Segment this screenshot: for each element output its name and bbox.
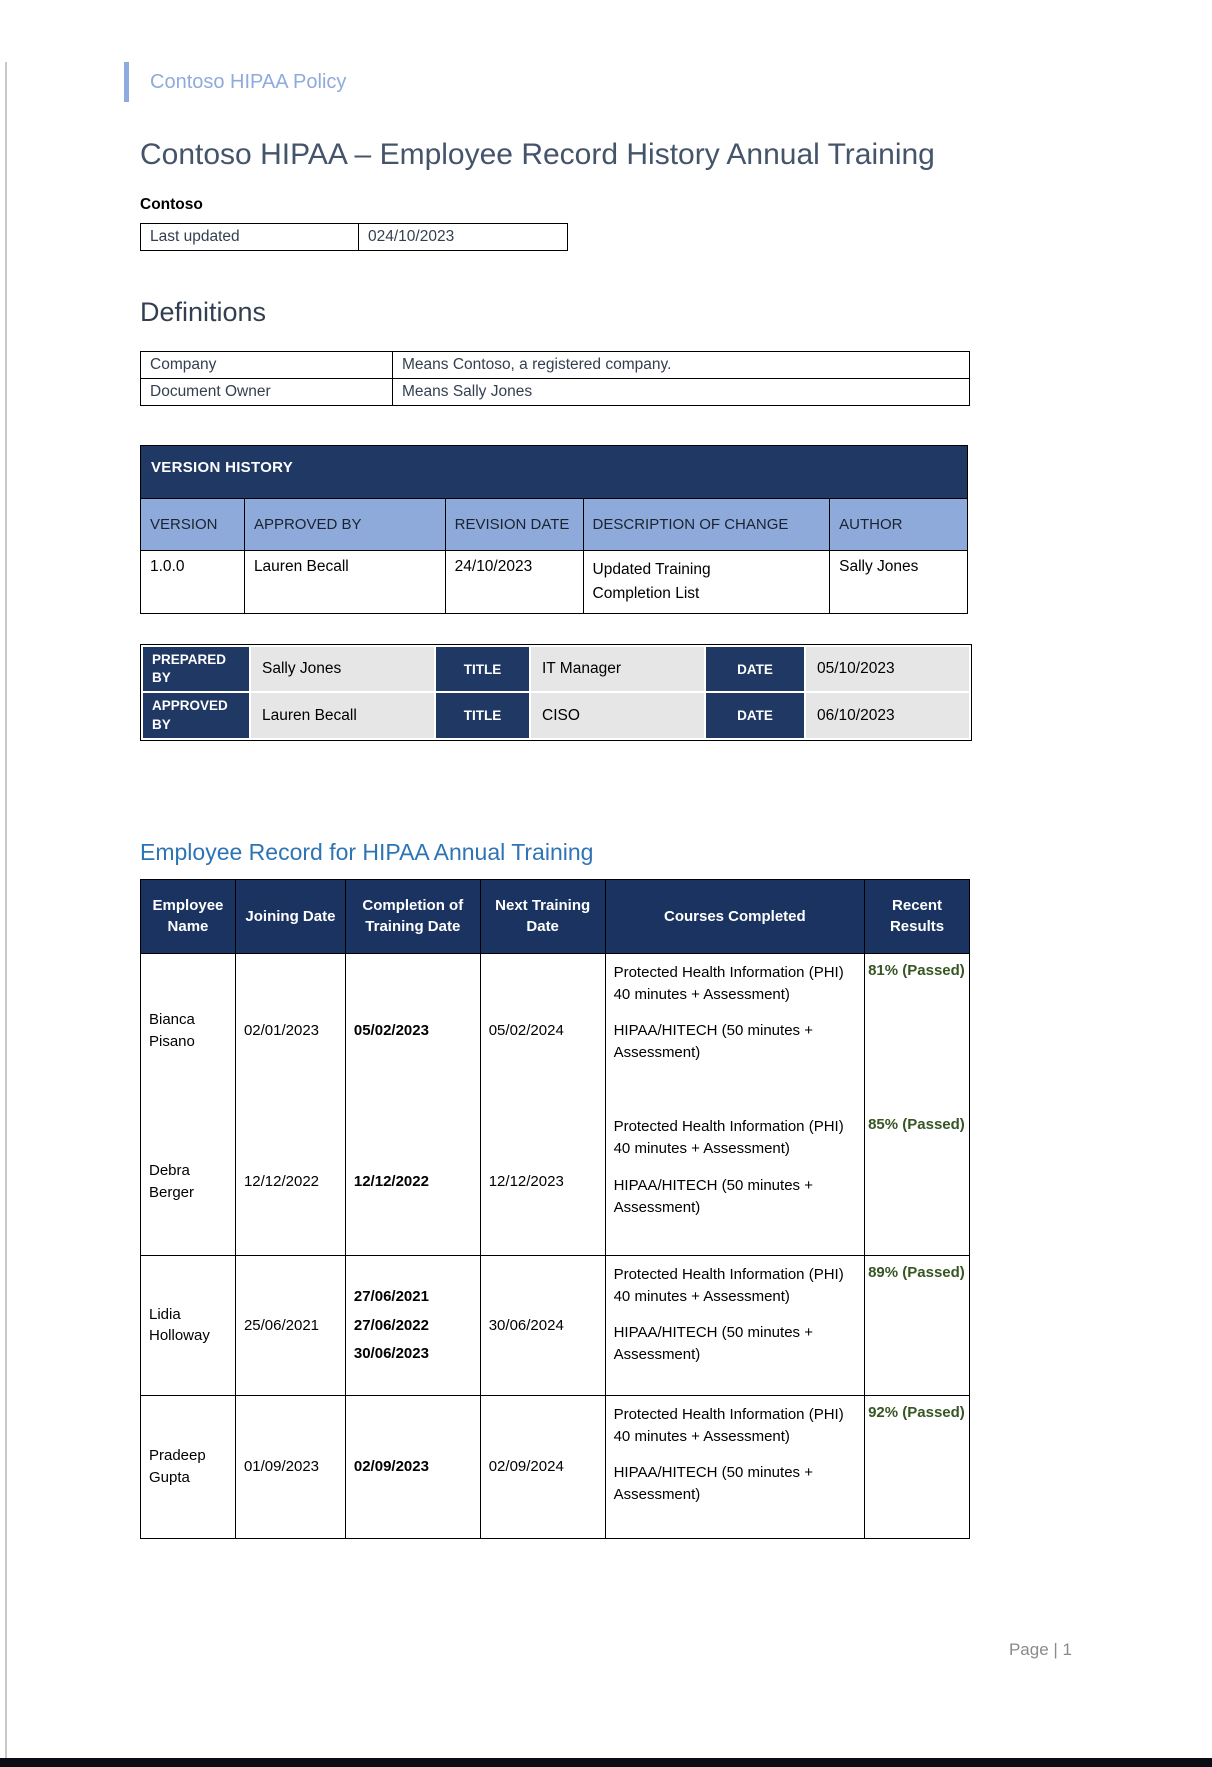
joining-date-cell: 01/09/2023 [234, 1394, 346, 1539]
approved-by-cell: Lauren Becall [243, 549, 446, 615]
column-header-results: Recent Results [864, 878, 970, 954]
table-row: Bianca Pisano 02/01/2023 05/02/2023 05/0… [140, 952, 970, 1109]
version-history-table: VERSION HISTORY VERSION APPROVED BY REVI… [140, 445, 968, 615]
last-updated-value: 024/10/2023 [358, 223, 568, 251]
completion-date-cell: 02/09/2023 [344, 1394, 481, 1539]
last-updated-table: Last updated 024/10/2023 [140, 223, 568, 251]
document-header: Contoso HIPAA Policy [124, 62, 1212, 102]
signoff-date-label: DATE [706, 693, 804, 738]
course-item: Protected Health Information (PHI) 40 mi… [613, 1118, 844, 1158]
author-cell: Sally Jones [829, 549, 968, 615]
training-table: Employee Name Joining Date Completion of… [140, 878, 970, 1539]
definition-term: Document Owner [140, 378, 393, 406]
page-footer: Page | 1 [1008, 1640, 1072, 1659]
course-item: HIPAA/HITECH (50 minutes + Assessment) [613, 1022, 813, 1062]
result-cell: 92% (Passed) [864, 1394, 970, 1539]
result-cell: 81% (Passed) [864, 952, 970, 1109]
result-cell: 85% (Passed) [864, 1108, 970, 1256]
table-row: Company Means Contoso, a registered comp… [140, 351, 970, 379]
table-row: PREPARED BY Sally Jones TITLE IT Manager… [143, 647, 969, 692]
table-row: Debra Berger 12/12/2022 12/12/2022 12/12… [140, 1108, 970, 1256]
column-header-courses: Courses Completed [604, 878, 866, 954]
joining-date-cell: 12/12/2022 [234, 1108, 346, 1256]
table-row: 1.0.0 Lauren Becall 24/10/2023 Updated T… [140, 549, 968, 615]
description-text: Updated Training Completion List [592, 561, 711, 603]
definition-term: Company [140, 351, 393, 379]
signoff-title-value: IT Manager [531, 647, 704, 692]
next-training-date-cell: 12/12/2023 [479, 1108, 606, 1256]
courses-cell: Protected Health Information (PHI) 40 mi… [604, 952, 866, 1109]
column-header-author: AUTHOR [829, 498, 968, 551]
employee-name-cell: Bianca Pisano [140, 952, 236, 1109]
header-accent-bar [124, 62, 129, 102]
table-row: VERSION HISTORY [140, 445, 968, 499]
definition-text: Means Sally Jones [392, 378, 970, 406]
completion-date-cell: 27/06/2021 27/06/2022 30/06/2023 [344, 1254, 481, 1396]
employee-name-cell: Pradeep Gupta [140, 1394, 236, 1539]
next-training-date-cell: 30/06/2024 [479, 1254, 606, 1396]
definitions-heading: Definitions [140, 297, 267, 327]
course-item: HIPAA/HITECH (50 minutes + Assessment) [613, 1176, 813, 1216]
course-item: Protected Health Information (PHI) 40 mi… [613, 1405, 844, 1445]
table-row: Employee Name Joining Date Completion of… [140, 878, 970, 954]
column-header-completion-date: Completion of Training Date [344, 878, 481, 954]
table-row: Lidia Holloway 25/06/2021 27/06/2021 27/… [140, 1254, 970, 1396]
table-row: Document Owner Means Sally Jones [140, 378, 970, 406]
completion-date: 30/06/2023 [353, 1345, 429, 1363]
description-cell: Updated Training Completion List [582, 549, 831, 615]
column-header-approved-by: APPROVED BY [243, 498, 446, 551]
course-item: Protected Health Information (PHI) 40 mi… [613, 963, 844, 1003]
column-header-employee-name: Employee Name [140, 878, 236, 954]
column-header-joining-date: Joining Date [234, 878, 346, 954]
version-history-title: VERSION HISTORY [140, 445, 968, 499]
version-cell: 1.0.0 [140, 549, 245, 615]
column-header-next-training: Next Training Date [479, 878, 606, 954]
table-row: VERSION APPROVED BY REVISION DATE DESCRI… [140, 498, 968, 551]
table-row: Pradeep Gupta 01/09/2023 02/09/2023 02/0… [140, 1394, 970, 1539]
courses-cell: Protected Health Information (PHI) 40 mi… [604, 1254, 866, 1396]
employee-name-cell: Debra Berger [140, 1108, 236, 1256]
signoff-name: Sally Jones [251, 647, 434, 692]
completion-date-cell: 12/12/2022 [344, 1108, 481, 1256]
signoff-role: APPROVED BY [143, 693, 249, 738]
completion-date: 27/06/2021 [353, 1287, 429, 1305]
joining-date-cell: 25/06/2021 [234, 1254, 346, 1396]
next-training-date-cell: 02/09/2024 [479, 1394, 606, 1539]
course-item: HIPAA/HITECH (50 minutes + Assessment) [613, 1464, 813, 1504]
revision-date-cell: 24/10/2023 [444, 549, 584, 615]
signoff-title-value: CISO [531, 693, 704, 738]
document-title: Contoso HIPAA – Employee Record History … [140, 138, 935, 171]
training-section-heading: Employee Record for HIPAA Annual Trainin… [140, 838, 594, 865]
course-item: HIPAA/HITECH (50 minutes + Assessment) [613, 1324, 813, 1364]
completion-date: 27/06/2022 [353, 1316, 429, 1334]
last-updated-label: Last updated [140, 223, 359, 251]
signoff-title-label: TITLE [436, 647, 529, 692]
bottom-edge-bar [0, 1758, 1212, 1767]
column-header-version: VERSION [140, 498, 245, 551]
signoff-role: PREPARED BY [143, 647, 249, 692]
signoff-date-label: DATE [706, 647, 804, 692]
column-header-description: DESCRIPTION OF CHANGE [582, 498, 831, 551]
courses-cell: Protected Health Information (PHI) 40 mi… [604, 1108, 866, 1256]
completion-date-cell: 05/02/2023 [344, 952, 481, 1109]
signoff-date-value: 05/10/2023 [806, 647, 969, 692]
table-row: APPROVED BY Lauren Becall TITLE CISO DAT… [143, 693, 969, 738]
next-training-date-cell: 05/02/2024 [479, 952, 606, 1109]
course-item: Protected Health Information (PHI) 40 mi… [613, 1265, 844, 1305]
page-edge-line [5, 62, 7, 1758]
header-title: Contoso HIPAA Policy [150, 70, 347, 93]
employee-name-cell: Lidia Holloway [140, 1254, 236, 1396]
signoff-title-label: TITLE [436, 693, 529, 738]
company-name: Contoso [140, 196, 203, 213]
signoff-date-value: 06/10/2023 [806, 693, 969, 738]
signoff-table: PREPARED BY Sally Jones TITLE IT Manager… [140, 644, 972, 741]
joining-date-cell: 02/01/2023 [234, 952, 346, 1109]
courses-cell: Protected Health Information (PHI) 40 mi… [604, 1394, 866, 1539]
definition-text: Means Contoso, a registered company. [392, 351, 970, 379]
table-row: Last updated 024/10/2023 [140, 223, 568, 251]
column-header-revision-date: REVISION DATE [444, 498, 584, 551]
result-cell: 89% (Passed) [864, 1254, 970, 1396]
signoff-name: Lauren Becall [251, 693, 434, 738]
definitions-table: Company Means Contoso, a registered comp… [140, 351, 970, 406]
